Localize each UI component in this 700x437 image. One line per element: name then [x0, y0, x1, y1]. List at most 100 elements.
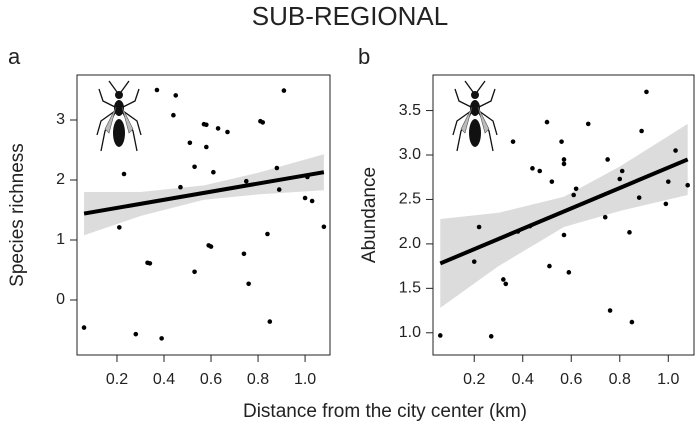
data-point — [243, 178, 249, 184]
y-tick-label: 1.5 — [399, 280, 421, 297]
data-point — [573, 186, 579, 192]
data-point — [488, 334, 494, 339]
data-point — [321, 224, 327, 230]
data-point — [192, 164, 197, 170]
x-tick-label: 1.0 — [294, 371, 316, 388]
data-point — [215, 126, 221, 131]
data-point — [559, 139, 564, 144]
data-point — [602, 214, 608, 220]
data-point — [178, 184, 183, 190]
y-tick-label: 0 — [56, 291, 65, 308]
x-tick-label: 0.8 — [247, 371, 269, 388]
y-tick-label: 3 — [56, 111, 65, 128]
x-tick-label: 0.2 — [463, 371, 485, 388]
data-point — [265, 231, 270, 237]
data-point — [225, 129, 230, 135]
data-point — [537, 168, 543, 174]
data-point — [665, 179, 671, 184]
data-point — [561, 232, 567, 238]
data-point — [154, 87, 160, 93]
data-point — [510, 139, 516, 144]
y-tick-label: 2.5 — [399, 191, 421, 208]
wasp-icon — [452, 80, 498, 152]
data-point — [281, 88, 287, 93]
data-point — [636, 195, 642, 200]
data-point — [619, 168, 625, 174]
data-point — [617, 176, 623, 182]
data-point — [566, 270, 572, 275]
data-point — [437, 333, 443, 338]
data-point — [274, 165, 280, 171]
fit-line — [83, 170, 325, 216]
confidence-band — [440, 123, 688, 308]
data-point — [204, 122, 209, 128]
data-point — [173, 93, 179, 98]
y-tick-label: 3.0 — [399, 146, 421, 163]
data-point — [471, 259, 477, 264]
data-point — [629, 319, 635, 325]
panel: a Species richness 0.2 0.4 0.6 0.8 1.0 0 1 2 3 — [7, 44, 331, 388]
data-point — [503, 281, 509, 287]
plot-frame — [432, 74, 695, 356]
y-tick-label: 3.5 — [399, 102, 421, 119]
data-point — [644, 89, 649, 95]
data-point — [81, 325, 87, 330]
data-point — [260, 120, 266, 125]
data-point — [241, 251, 247, 257]
data-point — [147, 261, 153, 266]
data-point — [267, 319, 273, 324]
data-point — [544, 119, 550, 125]
data-point — [639, 128, 644, 134]
panel-label: b — [358, 44, 370, 69]
data-point — [211, 169, 216, 175]
data-point — [685, 182, 690, 188]
data-point — [549, 179, 555, 184]
x-tick-label: 0.6 — [200, 371, 222, 388]
y-tick-label: 2.0 — [399, 235, 421, 252]
x-tick-label: 0.4 — [512, 371, 534, 388]
x-tick-label: 0.2 — [106, 371, 128, 388]
data-point — [561, 157, 567, 162]
data-point — [192, 269, 197, 275]
data-point — [673, 148, 678, 153]
data-point — [561, 161, 567, 167]
data-point — [605, 157, 610, 162]
x-tick-label: 0.6 — [560, 371, 582, 388]
data-point — [117, 225, 122, 230]
x-tick-label: 1.0 — [657, 371, 679, 388]
data-point — [571, 192, 576, 198]
data-point — [476, 224, 482, 230]
data-point — [276, 187, 282, 192]
data-point — [530, 166, 535, 171]
data-point — [187, 140, 193, 146]
fit-line — [439, 157, 689, 266]
y-tick-label: 2 — [56, 171, 65, 188]
x-tick-label: 0.8 — [609, 371, 631, 388]
data-point — [171, 112, 176, 118]
data-point — [607, 308, 613, 313]
data-point — [547, 263, 552, 269]
y-tick-label: 1.0 — [399, 324, 421, 341]
y-axis-label: Abundance — [359, 167, 380, 263]
data-point — [121, 171, 127, 177]
data-point — [663, 201, 669, 207]
y-tick-label: 1 — [56, 231, 65, 248]
x-tick-label: 0.4 — [153, 371, 175, 388]
data-point — [133, 331, 139, 337]
data-point — [159, 336, 164, 341]
data-point — [501, 277, 506, 282]
data-point — [208, 244, 214, 249]
wasp-icon — [96, 80, 142, 152]
data-point — [309, 198, 315, 204]
plot-frame — [76, 74, 331, 356]
data-point — [585, 121, 591, 127]
panel-label: a — [8, 44, 21, 69]
data-point — [246, 281, 251, 287]
y-axis-label: Species richness — [7, 143, 28, 287]
data-point — [627, 230, 632, 235]
panel: b Abundance 0.2 0.4 0.6 0.8 1.0 1.0 1.5 2.0 2.5 3.0… — [358, 44, 695, 388]
figure-title: SUB-REGIONAL — [252, 1, 449, 31]
x-axis-label: Distance from the city center (km) — [243, 401, 527, 422]
data-point — [204, 144, 209, 150]
